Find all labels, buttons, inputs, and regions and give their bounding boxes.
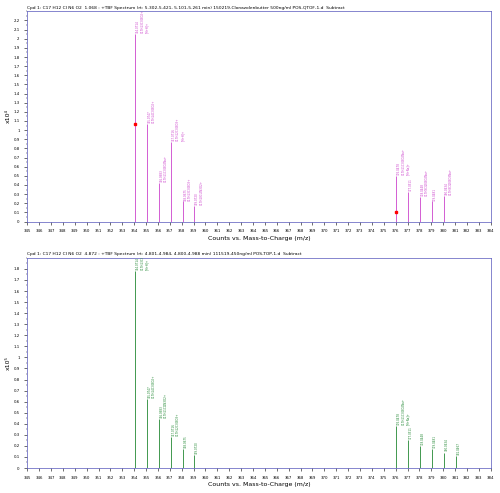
Text: 380.0434
C17H8Cl2N3O3Na+: 380.0434 C17H8Cl2N3O3Na+ bbox=[444, 168, 453, 195]
Text: 354.0714
C17H13ClN3O2+
[M+H]+: 354.0714 C17H13ClN3O2+ [M+H]+ bbox=[136, 10, 149, 33]
Text: 356.0683
C17H11ClN3O2Na+: 356.0683 C17H11ClN3O2Na+ bbox=[160, 155, 168, 182]
Text: 356.0683
C17H11Cl2N3O2+: 356.0683 C17H11Cl2N3O2+ bbox=[160, 393, 168, 418]
Text: Cpd 1: C17 H12 Cl N6 O2  1.068 : +TBF Spectrum (rt: 5.302-5.421, 5.101-5.261 min: Cpd 1: C17 H12 Cl N6 O2 1.068 : +TBF Spe… bbox=[27, 5, 345, 9]
Y-axis label: x10⁵: x10⁵ bbox=[6, 356, 10, 370]
Text: 358.0675
C17H13ClN3O3+: 358.0675 C17H13ClN3O3+ bbox=[184, 177, 192, 201]
Text: 355.0747
C17H14ClN3O2+: 355.0747 C17H14ClN3O2+ bbox=[148, 100, 156, 123]
Text: 359.0720
C17H10Cl2N3O2+: 359.0720 C17H10Cl2N3O2+ bbox=[196, 180, 204, 205]
Text: 379.0481: 379.0481 bbox=[432, 435, 436, 448]
Text: 380.0434: 380.0434 bbox=[444, 439, 448, 452]
Text: 359.0720: 359.0720 bbox=[196, 441, 200, 454]
Text: 377.0511: 377.0511 bbox=[409, 178, 413, 191]
X-axis label: Counts vs. Mass-to-Charge (m/z): Counts vs. Mass-to-Charge (m/z) bbox=[208, 236, 310, 241]
Text: 357.0716
C17H12ClN3O3+
[M+H]+: 357.0716 C17H12ClN3O3+ [M+H]+ bbox=[172, 118, 184, 141]
Text: 355.0747
C17H14ClN3O2+: 355.0747 C17H14ClN3O2+ bbox=[148, 375, 156, 398]
Text: 377.0511: 377.0511 bbox=[409, 426, 413, 439]
Text: 354.0714
C17H13ClN3O2+
[M+H]+: 354.0714 C17H13ClN3O2+ [M+H]+ bbox=[136, 246, 149, 270]
Y-axis label: x10⁴: x10⁴ bbox=[6, 109, 10, 123]
Text: 378.0448: 378.0448 bbox=[420, 432, 424, 445]
Text: 378.0448
C17H9Cl2N3O2Na+: 378.0448 C17H9Cl2N3O2Na+ bbox=[420, 169, 430, 196]
Text: 357.0716
C17H12ClN3O3+: 357.0716 C17H12ClN3O3+ bbox=[172, 413, 180, 436]
Text: 376.0478
C17H11ClN3O2Na+
[M+Na]+: 376.0478 C17H11ClN3O2Na+ [M+Na]+ bbox=[397, 148, 410, 175]
Text: 358.0675: 358.0675 bbox=[184, 435, 188, 448]
Text: 376.0478
C17H11ClN3O2Na+
[M+Na]+: 376.0478 C17H11ClN3O2Na+ [M+Na]+ bbox=[397, 398, 410, 425]
Text: Cpd 1: C17 H12 Cl N6 O2  4.872 : +TBF Spectrum (rt: 4.801-4.984, 4.800-4.988 min: Cpd 1: C17 H12 Cl N6 O2 4.872 : +TBF Spe… bbox=[27, 252, 302, 256]
X-axis label: Counts vs. Mass-to-Charge (m/z): Counts vs. Mass-to-Charge (m/z) bbox=[208, 483, 310, 488]
Text: 379.0481: 379.0481 bbox=[432, 187, 436, 201]
Text: 381.0467: 381.0467 bbox=[456, 442, 460, 455]
